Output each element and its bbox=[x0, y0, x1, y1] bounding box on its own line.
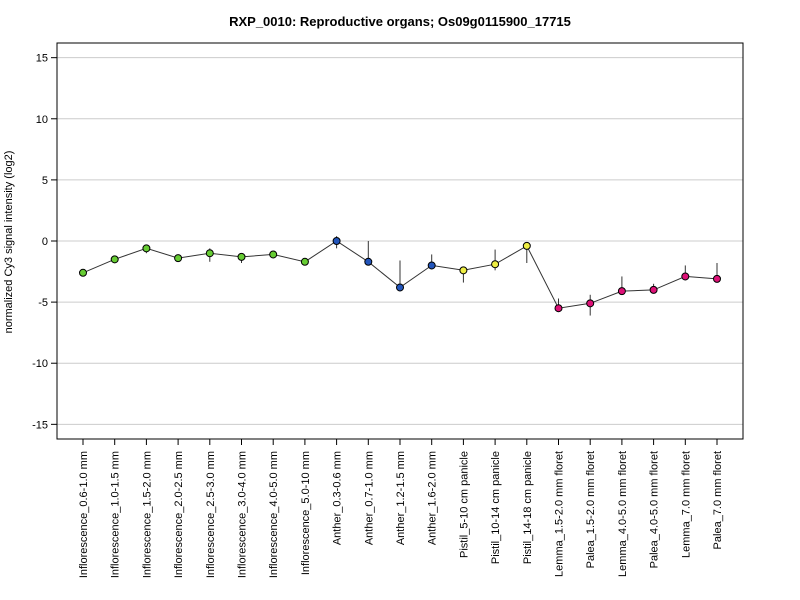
x-tick-label: Inflorescence_1.0-1.5 mm bbox=[110, 451, 122, 578]
data-point bbox=[332, 237, 341, 245]
y-tick-label: 5 bbox=[42, 175, 48, 187]
data-point bbox=[586, 299, 595, 308]
data-series bbox=[79, 236, 721, 316]
data-point bbox=[110, 255, 119, 264]
data-point bbox=[681, 272, 690, 281]
data-point bbox=[79, 268, 87, 277]
y-tick-label: -10 bbox=[32, 358, 48, 370]
x-axis-ticks: Inflorescence_0.6-1.0 mm Inflorescence_1.… bbox=[78, 439, 724, 578]
data-point bbox=[300, 257, 309, 266]
x-tick-label: Anther_0.3-0.6 mm bbox=[332, 451, 344, 545]
x-tick-label: Inflorescence_4.0-5.0 mm bbox=[268, 451, 280, 578]
gridlines bbox=[57, 57, 743, 425]
x-tick-label: Anther_1.6-2.0 mm bbox=[427, 451, 439, 545]
y-tick-label: -5 bbox=[38, 297, 48, 309]
x-tick-label: Lemma_4.0-5.0 mm floret bbox=[617, 451, 629, 577]
x-tick-label: Lemma_7.0 mm floret bbox=[680, 451, 692, 558]
x-tick-label: Inflorescence_1.5-2.0 mm bbox=[141, 451, 153, 578]
y-tick-label: 10 bbox=[36, 114, 48, 126]
x-tick-label: Inflorescence_2.5-3.0 mm bbox=[205, 451, 217, 578]
data-point bbox=[554, 304, 563, 313]
x-tick-label: Pistil_5-10 cm panicle bbox=[458, 451, 470, 558]
data-point bbox=[237, 252, 246, 261]
y-tick-label: 0 bbox=[42, 236, 48, 248]
x-tick-label: Anther_1.2-1.5 mm bbox=[395, 451, 407, 545]
data-point bbox=[205, 249, 214, 258]
data-point bbox=[649, 285, 658, 294]
data-point bbox=[427, 261, 436, 270]
data-point bbox=[142, 244, 151, 253]
x-tick-label: Inflorescence_2.0-2.5 mm bbox=[173, 451, 185, 578]
x-tick-label: Inflorescence_3.0-4.0 mm bbox=[237, 451, 249, 578]
chart-title: RXP_0010: Reproductive organs; Os09g0115… bbox=[229, 14, 571, 29]
x-tick-label: Inflorescence_5.0-10 mm bbox=[300, 451, 312, 575]
x-tick-label: Inflorescence_0.6-1.0 mm bbox=[78, 451, 90, 578]
x-tick-label: Pistil_10-14 cm panicle bbox=[490, 451, 502, 564]
data-point bbox=[713, 274, 721, 283]
data-point bbox=[617, 287, 626, 296]
data-point bbox=[364, 257, 373, 266]
data-point bbox=[459, 266, 468, 275]
x-tick-label: Anther_0.7-1.0 mm bbox=[363, 451, 375, 545]
y-axis-label: normalized Cy3 signal intensity (log2) bbox=[3, 151, 15, 334]
data-point bbox=[491, 260, 500, 269]
data-point bbox=[396, 283, 404, 292]
x-tick-label: Palea_4.0-5.0 mm floret bbox=[649, 451, 661, 568]
y-tick-label: -15 bbox=[32, 419, 48, 431]
x-tick-label: Palea_7.0 mm floret bbox=[712, 451, 724, 549]
data-point bbox=[269, 250, 278, 259]
y-axis-ticks: -15 -10 -5 0 5 10 15 bbox=[32, 53, 57, 431]
data-point bbox=[522, 241, 531, 250]
x-tick-label: Palea_1.5-2.0 mm floret bbox=[585, 451, 597, 568]
y-tick-label: 15 bbox=[36, 53, 48, 65]
data-point bbox=[174, 254, 183, 263]
plot-frame bbox=[56, 42, 744, 440]
x-tick-label: Pistil_14-18 cm panicle bbox=[522, 451, 534, 564]
x-tick-label: Lemma_1.5-2.0 mm floret bbox=[554, 451, 566, 577]
